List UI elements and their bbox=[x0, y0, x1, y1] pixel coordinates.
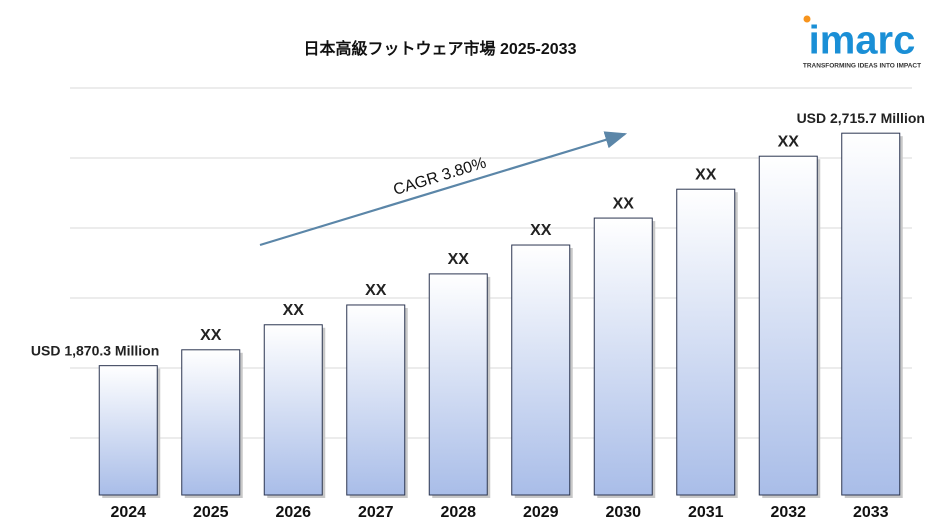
x-tick-label: 2031 bbox=[688, 504, 724, 521]
value-label: USD 1,870.3 Million bbox=[31, 342, 159, 358]
value-label: XX bbox=[695, 166, 717, 183]
x-tick-label: 2028 bbox=[440, 504, 476, 521]
x-tick-label: 2033 bbox=[853, 504, 889, 521]
value-label: XX bbox=[613, 195, 635, 212]
bar bbox=[511, 244, 571, 496]
bar bbox=[181, 349, 241, 496]
bar bbox=[263, 324, 323, 496]
logo-tagline: TRANSFORMING IDEAS INTO IMPACT bbox=[803, 63, 921, 70]
value-label: USD 2,715.7 Million bbox=[797, 110, 925, 126]
cagr-arrow bbox=[259, 131, 628, 247]
value-label: XX bbox=[448, 251, 470, 268]
x-tick-label: 2030 bbox=[605, 504, 641, 521]
value-label: XX bbox=[365, 282, 387, 299]
x-tick-label: 2025 bbox=[193, 504, 229, 521]
value-label: XX bbox=[283, 302, 305, 319]
logo: imarc TRANSFORMING IDEAS INTO IMPACT bbox=[803, 15, 921, 70]
bar bbox=[346, 304, 406, 496]
value-label: XX bbox=[530, 222, 552, 239]
bar bbox=[841, 132, 901, 496]
logo-dot bbox=[803, 15, 811, 23]
bar bbox=[98, 365, 158, 496]
x-tick-label: 2029 bbox=[523, 504, 559, 521]
bar bbox=[758, 155, 818, 496]
x-tick-label: 2024 bbox=[110, 504, 146, 521]
x-tick-label: 2026 bbox=[275, 504, 311, 521]
value-label: XX bbox=[200, 327, 222, 344]
bar bbox=[428, 273, 488, 496]
x-tick-label: 2027 bbox=[358, 504, 394, 521]
x-tick-label: 2032 bbox=[770, 504, 806, 521]
bar bbox=[676, 188, 736, 496]
bar bbox=[593, 217, 653, 496]
logo-name: imarc bbox=[809, 19, 916, 63]
chart-title: 日本高級フットウェア市場 2025-2033 bbox=[304, 39, 577, 58]
value-label: XX bbox=[778, 133, 800, 150]
cagr-label: CAGR 3.80% bbox=[392, 155, 489, 199]
